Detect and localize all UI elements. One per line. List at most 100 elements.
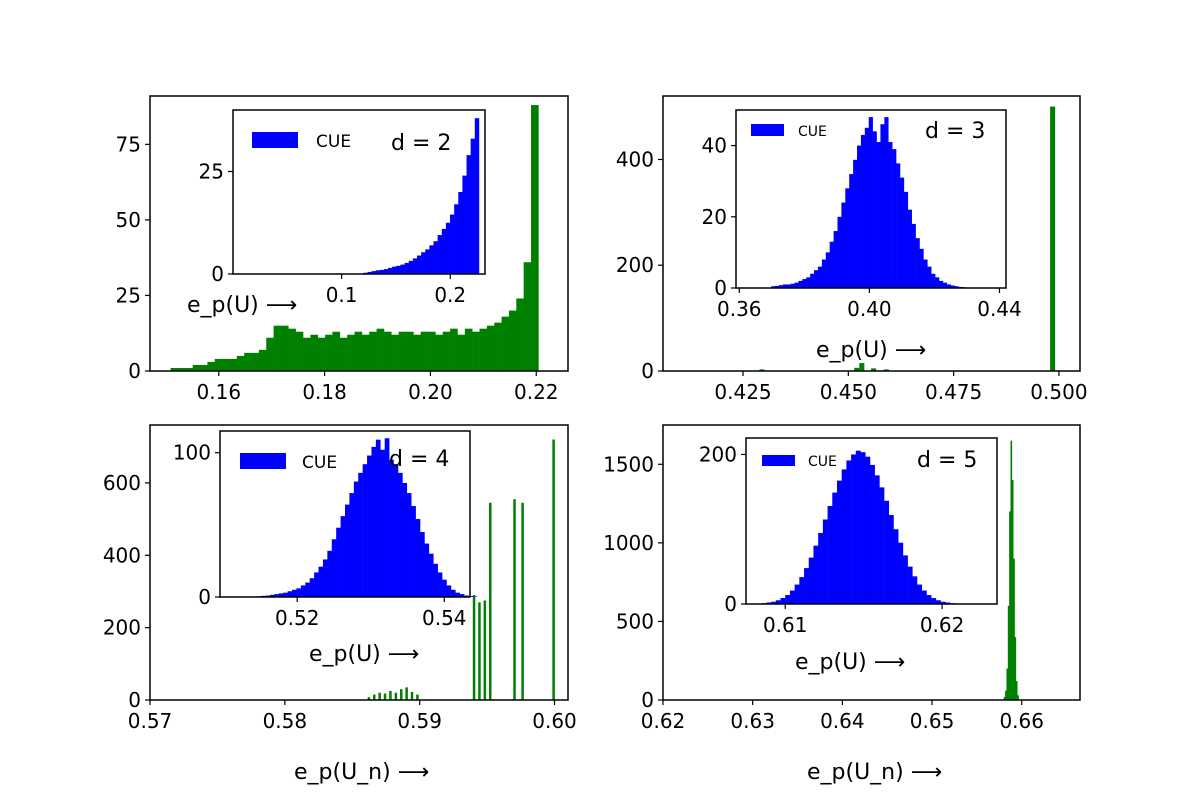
main-histogram-d2 — [170, 105, 539, 372]
main-bar — [1011, 480, 1014, 700]
in-bar — [455, 592, 461, 597]
main-bar — [185, 367, 193, 371]
in-bar — [278, 593, 284, 597]
inset-axes-frame-d2 — [232, 109, 486, 275]
in-bar — [798, 280, 803, 288]
main-bar — [310, 334, 319, 371]
main-xtick-label: 0.57 — [128, 709, 173, 733]
main-bar — [295, 331, 304, 371]
legend-swatch-d5 — [762, 455, 795, 466]
in-bar — [931, 273, 936, 288]
main-bar — [450, 328, 458, 371]
in-xtick-label: 0.40 — [847, 297, 892, 321]
main-bar — [405, 331, 414, 371]
main-axes-frame-d5 — [662, 424, 1081, 701]
in-bar — [384, 438, 390, 597]
in-bar — [383, 269, 389, 274]
main-bar — [472, 595, 476, 700]
in-bar — [322, 559, 328, 597]
in-bar — [331, 539, 337, 597]
main-bar — [457, 334, 466, 371]
in-bar — [827, 506, 833, 604]
in-bar — [379, 269, 385, 274]
in-bar — [893, 529, 899, 604]
inset-yticks-d3: 0 20 40 — [702, 134, 736, 300]
main-bar — [258, 349, 267, 371]
inset-histogram-d5 — [761, 450, 955, 604]
main-bar — [1014, 637, 1017, 700]
in-bar — [810, 273, 815, 288]
main-bar — [391, 334, 399, 371]
main-bar — [1013, 558, 1015, 700]
legend-swatch-d2 — [252, 132, 298, 148]
in-bar — [400, 264, 405, 274]
in-bar — [433, 241, 438, 274]
in-bar — [462, 175, 467, 274]
main-bar — [378, 692, 381, 700]
main-bar — [552, 439, 555, 700]
main-xtick-label: 0.58 — [263, 709, 308, 733]
panel-d4: 0.57 0.58 0.59 0.60 0 200 400 600 e_p(U_n) ⟶ 0… — [103, 424, 577, 785]
main-bar — [1003, 696, 1006, 700]
inset-xlabel-d3: e_p(U) ⟶ — [816, 338, 926, 363]
in-xtick-label: 0.36 — [717, 297, 762, 321]
in-bar — [775, 285, 780, 288]
in-bar — [340, 516, 346, 597]
in-bar — [888, 515, 894, 604]
in-ytick-label: 20 — [702, 205, 727, 229]
in-bar — [362, 464, 368, 597]
main-xticks-d4: 0.57 0.58 0.59 0.60 — [128, 700, 577, 733]
main-ytick-label: 50 — [116, 208, 141, 232]
in-bar — [855, 450, 861, 604]
in-bar — [821, 259, 827, 288]
in-ytick-label: 200 — [699, 442, 737, 466]
main-bar — [435, 334, 444, 371]
in-bar — [851, 454, 857, 604]
main-bar — [399, 689, 403, 700]
main-ytick-label: 600 — [103, 471, 141, 495]
in-bar — [345, 504, 350, 597]
main-bar — [229, 358, 238, 371]
main-bar — [486, 325, 495, 371]
in-bar — [406, 493, 412, 597]
in-bar — [799, 577, 805, 604]
in-bar — [454, 204, 459, 274]
inset-xlabel-d5: e_p(U) ⟶ — [795, 650, 905, 675]
in-bar — [412, 258, 418, 274]
in-bar — [318, 566, 324, 597]
in-bar — [915, 238, 920, 288]
inset-d5: 0.61 0.62 0 200 CUE d = 5 e_p(U) ⟶ — [699, 437, 998, 675]
main-ytick-label: 1000 — [603, 531, 654, 555]
main-bar — [1015, 681, 1018, 700]
main-bar — [303, 337, 311, 371]
main-bar — [478, 602, 481, 700]
main-bar — [354, 331, 363, 371]
main-bar — [531, 105, 539, 372]
in-bar — [296, 588, 302, 597]
main-bar — [244, 352, 252, 371]
in-bar — [892, 149, 897, 288]
in-bar — [814, 270, 819, 288]
main-bar — [428, 331, 436, 371]
main-bar — [214, 358, 223, 371]
in-bar — [832, 492, 838, 604]
in-bar — [417, 255, 422, 274]
legend-swatch-d4 — [240, 453, 286, 469]
in-bar — [841, 469, 847, 604]
in-bar — [458, 192, 463, 274]
inset-xticks-d2: 0.1 0.2 — [326, 274, 466, 307]
in-bar — [950, 285, 955, 288]
main-bar — [236, 355, 245, 371]
in-bar — [309, 578, 315, 597]
in-bar — [421, 252, 426, 274]
in-bar — [818, 532, 824, 604]
inset-d2: 0.1 0.2 0 25 CUE d = 2 e_p(U) ⟶ — [187, 109, 486, 318]
in-bar — [771, 601, 777, 604]
main-xtick-label: 0.475 — [925, 380, 982, 404]
main-bar — [192, 364, 201, 371]
main-ytick-label: 25 — [116, 283, 141, 307]
main-bar — [1009, 511, 1011, 700]
in-bar — [813, 545, 819, 604]
in-bar — [367, 271, 372, 274]
